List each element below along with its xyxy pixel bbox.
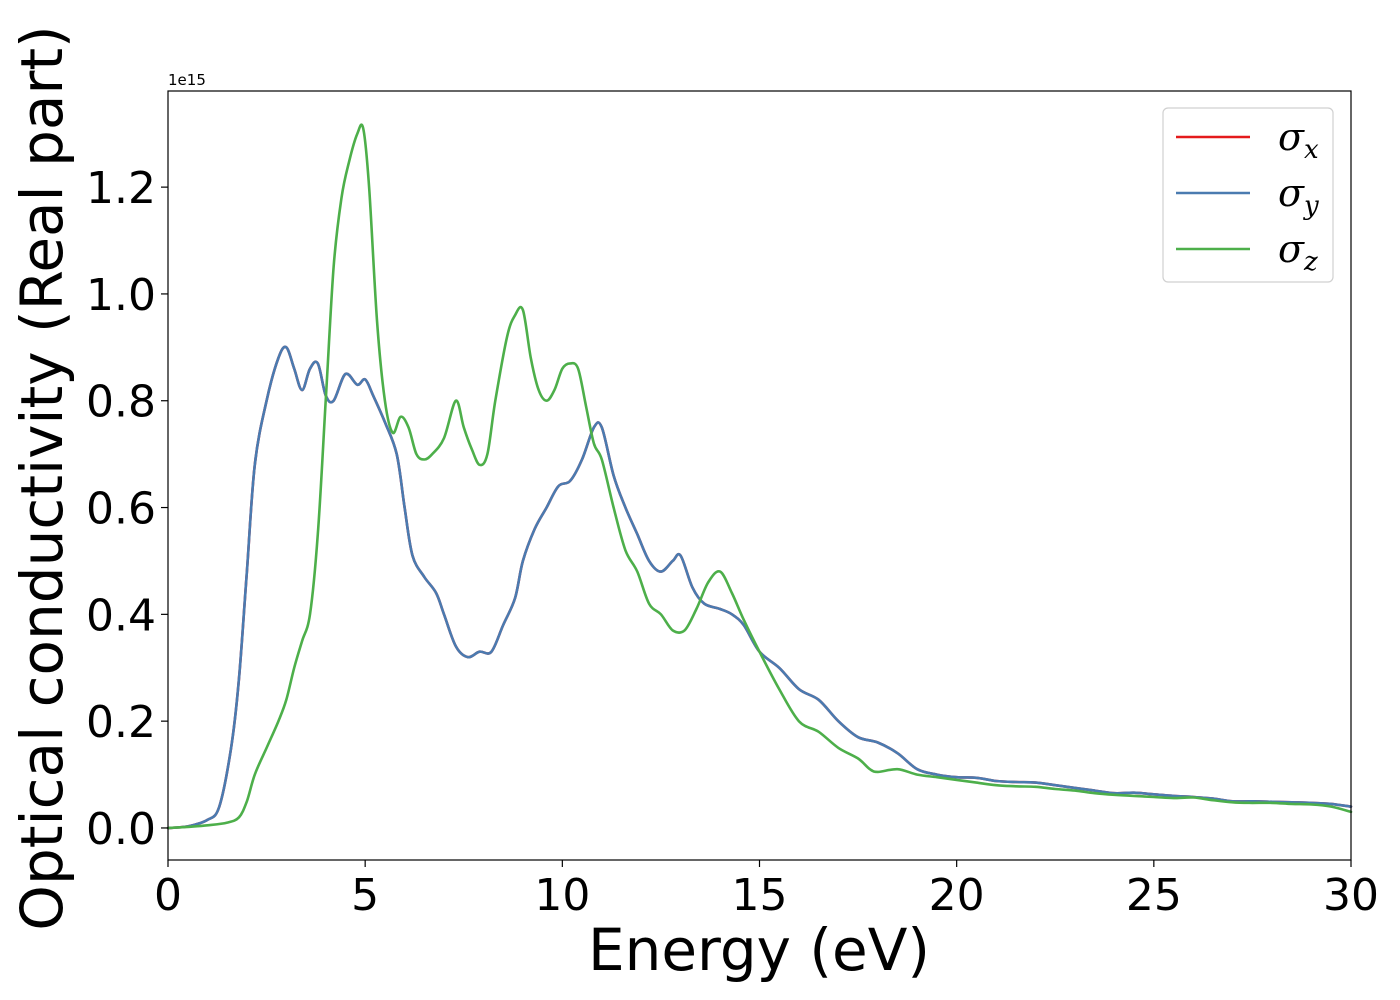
series-line-sigma-y <box>166 345 1353 830</box>
x-tick-label: 15 <box>732 870 788 921</box>
series-line-sigma-x <box>166 345 1353 830</box>
y-tick-label: 1.0 <box>86 270 156 321</box>
y-axis: 0.0 0.2 0.4 0.6 0.8 1.0 1.2 <box>86 163 168 855</box>
x-tick-label: 10 <box>534 870 590 921</box>
plot-lines <box>166 123 1353 830</box>
x-tick-label: 30 <box>1323 870 1379 921</box>
legend-box <box>1162 107 1334 283</box>
y-tick-label: 0.0 <box>86 804 156 855</box>
x-axis: 0 5 10 15 20 25 30 <box>154 860 1379 921</box>
y-tick-label: 0.6 <box>86 484 156 535</box>
x-tick-label: 0 <box>154 870 182 921</box>
y-axis-label: Optical conductivity (Real part) <box>8 25 76 930</box>
y-tick-label: 0.8 <box>86 377 156 428</box>
y-tick-label: 0.2 <box>86 697 156 748</box>
legend-label-sigma-z: σz <box>1278 227 1318 277</box>
x-tick-label: 20 <box>929 870 985 921</box>
x-axis-label: Energy (eV) <box>588 916 930 984</box>
x-tick-label: 25 <box>1126 870 1182 921</box>
series-line-sigma-z <box>166 123 1353 830</box>
y-tick-label: 1.2 <box>86 163 156 214</box>
y-tick-label: 0.4 <box>86 590 156 641</box>
x-tick-label: 5 <box>351 870 379 921</box>
y-axis-multiplier: 1e15 <box>168 71 206 89</box>
